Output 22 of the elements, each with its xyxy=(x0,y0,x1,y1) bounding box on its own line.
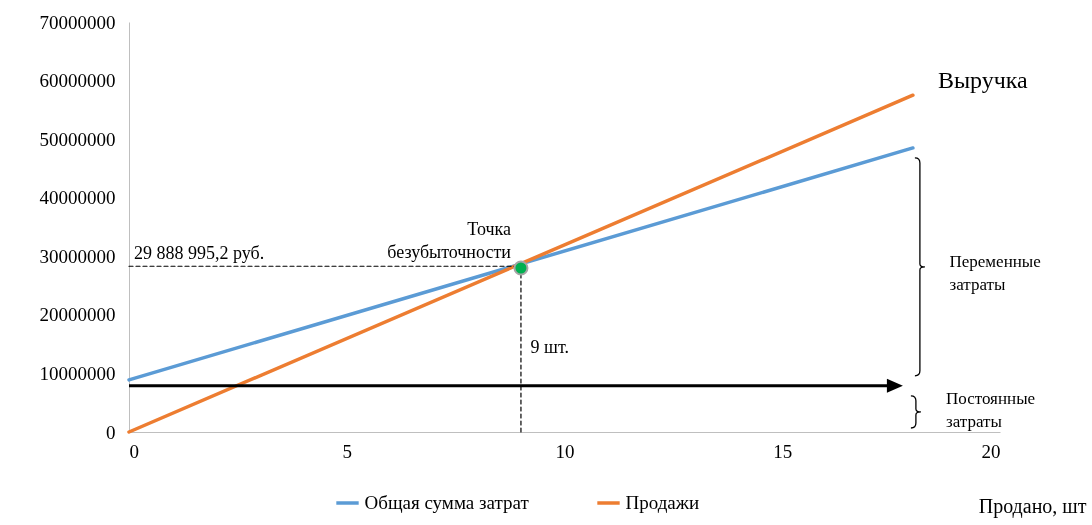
y-tick-label: 70000000 xyxy=(39,11,116,33)
x-tick-label: 5 xyxy=(342,440,352,462)
legend-label: Продажи xyxy=(625,492,700,513)
annotation: 9 шт. xyxy=(530,336,569,357)
y-tick-label: 20000000 xyxy=(39,304,116,326)
y-tick-label: 30000000 xyxy=(39,245,116,267)
annotation: Выручка xyxy=(937,67,1029,94)
y-tick-label: 60000000 xyxy=(39,70,116,92)
x-axis-title: Продано, шт xyxy=(978,494,1087,518)
annotation: Постоянные затраты xyxy=(946,389,1036,432)
x-tick-label: 0 xyxy=(129,440,139,462)
annotation: Точка безубыточности xyxy=(387,219,512,263)
x-tick-label: 20 xyxy=(981,440,1001,462)
x-tick-label: 10 xyxy=(555,440,575,462)
annotation: Переменные затраты xyxy=(949,251,1041,294)
x-tick-label: 15 xyxy=(773,440,793,462)
legend-label: Общая сумма затрат xyxy=(364,492,530,513)
y-tick-label: 40000000 xyxy=(39,187,116,209)
y-tick-label: 0 xyxy=(106,421,116,443)
y-tick-label: 50000000 xyxy=(39,128,116,150)
y-tick-label: 10000000 xyxy=(39,362,116,384)
annotation: 29 888 995,2 руб. xyxy=(134,243,265,264)
